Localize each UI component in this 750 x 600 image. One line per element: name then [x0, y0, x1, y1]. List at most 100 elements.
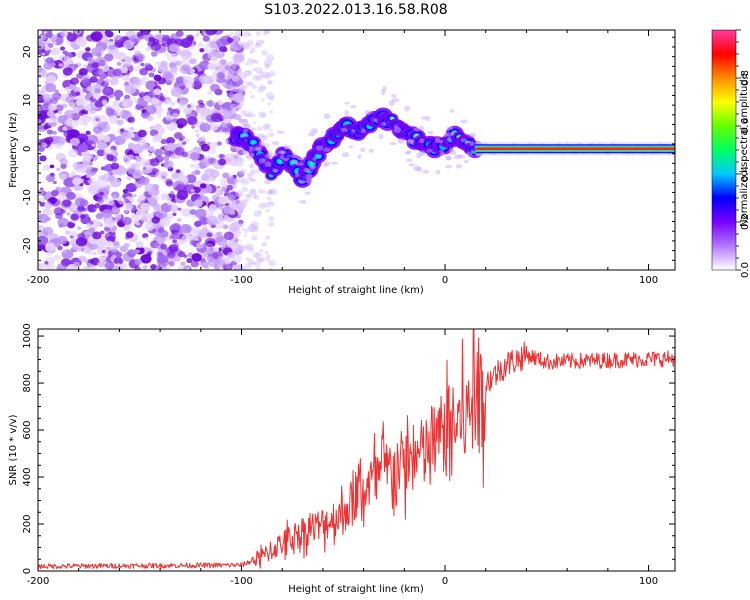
noise-speckle — [86, 173, 92, 179]
snr-xlabel: Height of straight line (km) — [288, 584, 424, 595]
noise-speckle — [66, 33, 77, 42]
noise-speckle — [122, 154, 131, 162]
noise-speckle — [226, 184, 233, 191]
x-tick-label: -100 — [230, 576, 253, 587]
noise-speckle — [140, 76, 149, 84]
noise-speckle — [267, 189, 273, 194]
noise-speckle — [180, 38, 193, 48]
noise-speckle — [184, 267, 191, 270]
noise-speckle — [144, 236, 149, 241]
noise-speckle — [94, 203, 101, 209]
noise-speckle — [147, 146, 155, 152]
noise-speckle — [60, 210, 65, 215]
noise-speckle — [125, 231, 134, 239]
noise-speckle — [197, 99, 204, 105]
noise-speckle — [229, 103, 238, 111]
noise-speckle — [240, 158, 245, 163]
noise-speckle — [466, 151, 473, 157]
noise-speckle — [253, 261, 257, 264]
noise-speckle — [89, 220, 94, 225]
noise-speckle — [449, 108, 455, 113]
noise-speckle — [85, 47, 91, 52]
noise-speckle — [268, 222, 275, 227]
noise-speckle — [38, 124, 44, 130]
noise-speckle — [180, 261, 186, 267]
noise-speckle — [193, 164, 201, 171]
noise-speckle — [268, 259, 276, 267]
noise-speckle — [82, 248, 88, 252]
noise-speckle — [38, 224, 45, 231]
noise-speckle — [233, 43, 242, 51]
noise-speckle — [283, 144, 288, 151]
noise-speckle — [43, 201, 53, 209]
noise-speckle — [242, 118, 249, 123]
noise-speckle — [241, 178, 250, 186]
noise-speckle — [57, 245, 63, 251]
noise-speckle — [247, 258, 254, 265]
noise-speckle — [47, 117, 59, 127]
noise-speckle — [393, 124, 399, 129]
x-tick-label: 0 — [442, 275, 448, 286]
noise-speckle — [224, 65, 231, 71]
noise-speckle — [77, 205, 85, 212]
noise-speckle — [116, 61, 122, 66]
noise-speckle — [198, 74, 208, 83]
noise-speckle — [134, 155, 139, 160]
noise-speckle — [59, 158, 69, 166]
noise-speckle — [340, 127, 348, 133]
noise-speckle — [175, 60, 182, 66]
noise-speckle — [189, 209, 197, 215]
noise-speckle — [95, 83, 100, 87]
noise-speckle — [190, 188, 195, 193]
noise-speckle — [276, 130, 285, 134]
noise-speckle — [38, 197, 45, 203]
noise-speckle — [210, 112, 223, 123]
noise-speckle — [98, 256, 106, 263]
noise-speckle — [257, 133, 265, 138]
noise-speckle — [185, 174, 197, 184]
noise-speckle — [38, 110, 48, 120]
noise-speckle — [157, 252, 163, 257]
x-tick-label: -100 — [230, 275, 253, 286]
noise-speckle — [261, 241, 268, 247]
noise-speckle — [191, 125, 195, 129]
noise-speckle — [158, 217, 171, 227]
noise-speckle — [144, 222, 155, 231]
y-tick-label: 1000 — [22, 323, 33, 348]
noise-speckle — [48, 103, 58, 112]
noise-speckle — [238, 219, 244, 225]
noise-speckle — [151, 216, 160, 224]
noise-speckle — [41, 49, 46, 53]
noise-speckle — [166, 251, 176, 259]
x-tick-label: 100 — [639, 576, 658, 587]
snr-ylabel: SNR (10 * v/v) — [8, 414, 19, 485]
noise-speckle — [463, 160, 469, 164]
noise-speckle — [85, 130, 91, 136]
noise-speckle — [169, 191, 175, 195]
noise-speckle — [110, 246, 118, 253]
noise-speckle — [46, 129, 54, 135]
noise-speckle — [44, 46, 50, 51]
noise-speckle — [173, 108, 181, 114]
noise-speckle — [163, 155, 170, 161]
noise-speckle — [134, 180, 143, 188]
noise-speckle — [252, 67, 257, 72]
noise-speckle — [163, 150, 170, 156]
noise-speckle — [218, 196, 228, 205]
noise-speckle — [252, 74, 260, 82]
noise-speckle — [268, 267, 273, 270]
noise-speckle — [45, 174, 56, 183]
noise-speckle — [210, 56, 218, 63]
noise-speckle — [210, 83, 220, 92]
noise-speckle — [351, 129, 356, 133]
noise-speckle — [455, 164, 462, 169]
noise-speckle — [405, 158, 413, 162]
noise-speckle — [172, 239, 178, 244]
noise-speckle — [82, 160, 89, 166]
noise-speckle — [204, 43, 211, 48]
ridge-core — [251, 141, 255, 144]
noise-speckle — [49, 164, 55, 169]
noise-speckle — [445, 164, 452, 169]
noise-speckle — [52, 41, 57, 45]
